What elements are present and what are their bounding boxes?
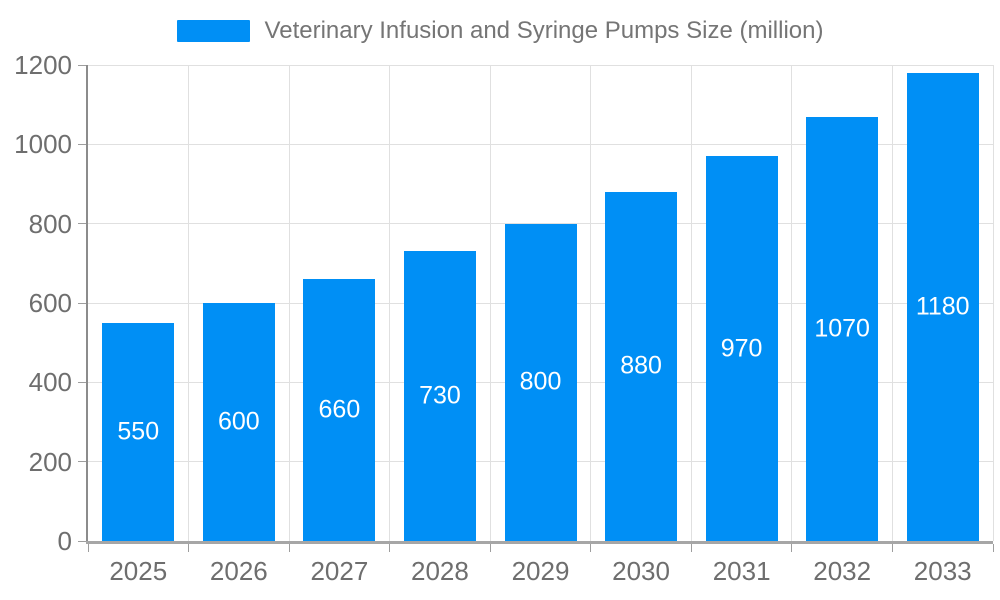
bar-value-label: 970 [720,334,763,363]
x-axis-tick [288,544,290,552]
x-tick-label: 2025 [109,556,168,586]
v-gridline [791,65,793,541]
y-axis-tick [78,64,86,66]
v-gridline [992,65,994,541]
v-gridline [489,65,491,541]
x-axis-tick [690,544,692,552]
v-gridline [288,65,290,541]
x-tick-label: 2030 [612,556,670,586]
y-tick-label: 800 [28,208,72,239]
x-axis-tick [791,544,793,552]
legend-swatch [176,20,250,42]
bar-2030[interactable]: 880 [605,191,678,541]
x-axis-tick [87,544,89,552]
x-axis-tick [891,544,893,552]
bar-value-label: 550 [117,417,160,446]
x-tick-label: 2027 [310,556,369,586]
bar-2028[interactable]: 730 [403,251,476,541]
bar-2025[interactable]: 550 [102,322,175,541]
plot-area: 0 200 400 600 800 1000 1200 550 2025 600 2026 660 20… [14,52,994,585]
x-tick-label: 2032 [813,556,872,586]
x-axis-line [86,541,993,544]
y-tick-label: 1200 [14,50,72,80]
y-tick-label: 200 [28,446,72,477]
bar-2029[interactable]: 800 [504,223,577,541]
bar-2032[interactable]: 1070 [806,116,879,541]
y-axis-line [86,65,88,541]
y-axis-tick [78,381,86,383]
v-gridline [188,65,190,541]
y-tick-label: 400 [28,367,72,398]
bar-value-label: 800 [519,367,562,396]
y-axis-tick [78,461,86,463]
h-gridline [88,223,993,225]
x-axis-tick [389,544,391,552]
y-tick-label: 0 [57,526,72,556]
bar-2031[interactable]: 970 [705,156,778,541]
bar-value-label: 1180 [915,292,970,321]
x-tick-label: 2033 [913,556,972,586]
bar-value-label: 1070 [814,314,870,343]
x-tick-label: 2028 [411,556,469,586]
y-axis-tick [78,223,86,225]
chart-legend[interactable]: Veterinary Infusion and Syringe Pumps Si… [0,18,1000,44]
y-tick-label: 600 [28,288,72,318]
x-tick-label: 2029 [511,556,570,586]
x-tick-label: 2026 [209,556,268,586]
bar-value-label: 660 [318,395,361,424]
bar-value-label: 730 [419,381,461,410]
h-gridline [88,64,993,66]
bar-value-label: 880 [620,351,662,380]
h-gridline [88,143,993,145]
x-axis-tick [590,544,592,552]
bar-value-label: 600 [217,407,260,436]
v-gridline [590,65,592,541]
x-axis-tick [489,544,491,552]
x-axis-tick [188,544,190,552]
v-gridline [690,65,692,541]
legend-label: Veterinary Infusion and Syringe Pumps Si… [264,17,824,44]
x-axis-tick [992,544,994,552]
y-axis-tick [78,143,86,145]
bar-2026[interactable]: 600 [202,303,275,541]
y-axis-tick [78,540,86,542]
x-tick-label: 2031 [712,556,771,586]
y-tick-label: 1000 [14,129,72,160]
y-axis-tick [78,302,86,304]
v-gridline [891,65,893,541]
bar-2027[interactable]: 660 [303,279,376,541]
bar-2033[interactable]: 1180 [906,72,979,541]
v-gridline [389,65,391,541]
